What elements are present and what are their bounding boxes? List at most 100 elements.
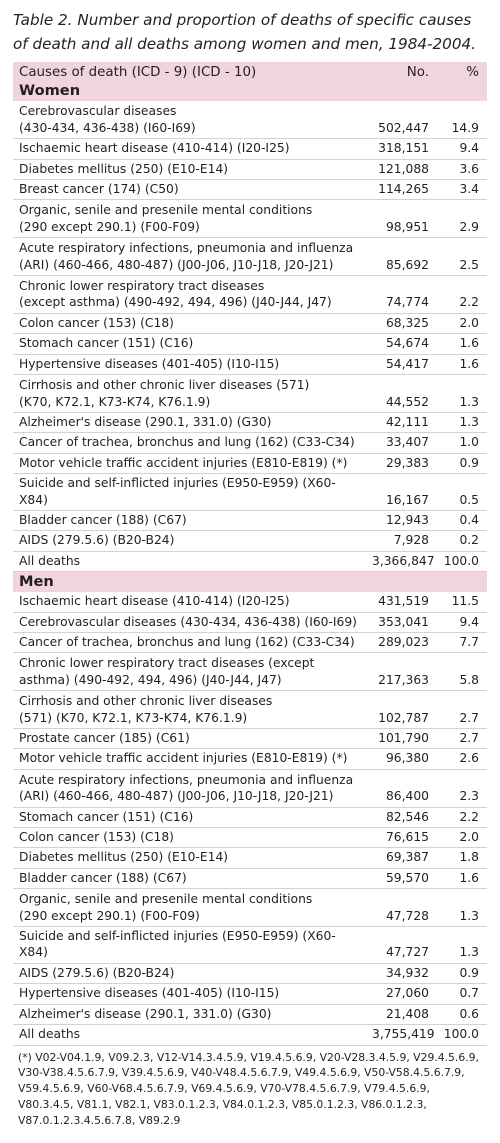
table-row: AIDS (279.5.6) (B20-B24) 34,932 0.9: [13, 963, 487, 985]
cause-line: Diabetes mellitus (250) (E10-E14): [19, 161, 229, 176]
table-row: Breast cancer (174) (C50) 114,265 3.4: [13, 179, 487, 201]
cause-cell: Bladder cancer (188) (C67): [13, 868, 366, 890]
cause-cell: Motor vehicle traffic accident injuries …: [13, 453, 366, 475]
table-row: Motor vehicle traffic accident injuries …: [13, 453, 487, 475]
number-cell: 59,570: [366, 868, 434, 890]
number-cell: 86,400: [366, 769, 434, 808]
cause-line: Chronic lower respiratory tract diseases: [19, 279, 265, 294]
cause-line: Ischaemic heart disease (410-414) (I20-I…: [19, 141, 290, 156]
table-row: Diabetes mellitus (250) (E10-E14) 69,387 1…: [13, 847, 487, 869]
total-number-cell: 3,366,847: [366, 551, 435, 573]
cause-line: Cerebrovascular diseases: [19, 104, 177, 119]
percent-cell: 2.2: [434, 275, 487, 314]
cause-cell: Chronic lower respiratory tract diseases…: [13, 275, 366, 314]
table-row: Cirrhosis and other chronic liver diseas…: [13, 374, 487, 413]
percent-cell: 11.5: [434, 592, 487, 613]
cause-line: AIDS (279.5.6) (B20-B24): [19, 965, 175, 980]
cause-line: (290 except 290.1) (F00-F09): [19, 219, 200, 234]
number-cell: 54,417: [366, 354, 434, 376]
number-cell: 47,728: [366, 888, 434, 928]
section-label-men: Men: [13, 571, 487, 593]
percent-cell: 3.6: [434, 159, 487, 181]
table-row: Acute respiratory infections, pneumonia …: [13, 769, 487, 808]
cause-line: Hypertensive diseases (401-405) (I10-I15…: [19, 986, 280, 1001]
section-header-men: Men: [13, 571, 487, 593]
number-cell: 318,151: [366, 138, 434, 160]
number-cell: 33,407: [366, 432, 434, 454]
percent-cell: 3.4: [434, 179, 487, 201]
cause-cell: Hypertensive diseases (401-405) (I10-I15…: [13, 983, 366, 1005]
table-row: Hypertensive diseases (401-405) (I10-I15…: [13, 983, 487, 1005]
percent-cell: 2.6: [434, 748, 487, 770]
percent-cell: 2.7: [434, 690, 487, 729]
percent-cell: 1.0: [434, 432, 487, 454]
table-row: Suicide and self-inflicted injuries (E95…: [13, 926, 487, 964]
percent-cell: 14.9: [434, 101, 487, 140]
men-section: Men Ischaemic heart disease (410-414) (I…: [13, 571, 487, 1046]
number-cell: 502,447: [366, 101, 434, 140]
number-cell: 42,111: [366, 412, 434, 434]
total-row: All deaths 3,366,847 100.0: [13, 551, 487, 573]
table-caption: Table 2. Number and proportion of deaths…: [13, 11, 476, 53]
table-row: Ischaemic heart disease (410-414) (I20-I…: [13, 138, 487, 160]
percent-cell: 2.9: [434, 199, 487, 239]
number-cell: 101,790: [366, 728, 434, 750]
table-row: Chronic lower respiratory tract diseases…: [13, 652, 487, 692]
section-header-women: Women: [13, 81, 487, 102]
cause-line: Motor vehicle traffic accident injuries …: [19, 455, 348, 470]
percent-cell: 0.9: [434, 453, 487, 475]
table-row: Stomach cancer (151) (C16) 82,546 2.2: [13, 807, 487, 829]
cause-line: (290 except 290.1) (F00-F09): [19, 908, 200, 923]
table-row: Motor vehicle traffic accident injuries …: [13, 748, 487, 770]
cause-cell: Acute respiratory infections, pneumonia …: [13, 237, 366, 277]
cause-cell: AIDS (279.5.6) (B20-B24): [13, 530, 366, 552]
cause-line: Cerebrovascular diseases (430-434, 436-4…: [19, 614, 357, 629]
number-cell: 21,408: [366, 1004, 434, 1026]
total-percent-cell: 100.0: [434, 1024, 487, 1046]
percent-cell: 0.2: [434, 530, 487, 552]
number-cell: 85,692: [366, 237, 434, 277]
number-cell: 98,951: [366, 199, 434, 239]
cause-cell: Diabetes mellitus (250) (E10-E14): [13, 847, 366, 869]
cause-line: asthma) (490-492, 494, 496) (J40-J44, J4…: [19, 672, 282, 687]
section-label-women: Women: [13, 81, 487, 102]
number-cell: 289,023: [366, 632, 434, 654]
percent-cell: 1.6: [434, 868, 487, 890]
footnote: (*) V02-V04.1.9, V09.2.3, V12-V14.3.4.5.…: [18, 1050, 479, 1127]
table-row: AIDS (279.5.6) (B20-B24) 7,928 0.2: [13, 530, 487, 552]
table-header-row: Causes of death (ICD - 9) (ICD - 10) No.…: [13, 62, 487, 82]
cause-cell: Breast cancer (174) (C50): [13, 179, 366, 201]
cause-line: Prostate cancer (185) (C61): [19, 731, 190, 745]
number-cell: 217,363: [366, 652, 434, 692]
total-row: All deaths 3,755,419 100.0: [13, 1024, 487, 1046]
percent-cell: 0.5: [434, 473, 487, 511]
total-percent-cell: 100.0: [434, 551, 487, 573]
header-percent: %: [434, 62, 487, 82]
cause-line: Stomach cancer (151) (C16): [19, 809, 194, 824]
deaths-table: Causes of death (ICD - 9) (ICD - 10) No.…: [13, 62, 487, 1046]
cause-line: Bladder cancer (188) (C67): [19, 870, 187, 885]
table-row: Cerebrovascular diseases (430-434, 436-4…: [13, 612, 487, 633]
number-cell: 69,387: [366, 847, 434, 869]
percent-cell: 0.6: [434, 1004, 487, 1026]
cause-cell: Suicide and self-inflicted injuries (E95…: [13, 926, 366, 964]
number-cell: 7,928: [366, 530, 434, 552]
table-row: Alzheimer's disease (290.1, 331.0) (G30)…: [13, 1004, 487, 1026]
table-row: Stomach cancer (151) (C16) 54,674 1.6: [13, 333, 487, 355]
percent-cell: 1.3: [434, 888, 487, 928]
cause-line: Suicide and self-inflicted injuries (E95…: [19, 929, 336, 960]
percent-cell: 2.5: [434, 237, 487, 277]
table-row: Cerebrovascular diseases (430-434, 436-43…: [13, 101, 487, 140]
percent-cell: 7.7: [434, 632, 487, 654]
number-cell: 54,674: [366, 333, 434, 355]
percent-cell: 0.4: [434, 510, 487, 532]
cause-line: AIDS (279.5.6) (B20-B24): [19, 533, 175, 548]
cause-cell: Suicide and self-inflicted injuries (E95…: [13, 473, 366, 511]
cause-line: Colon cancer (153) (C18): [19, 830, 174, 845]
table-row: Colon cancer (153) (C18) 76,615 2.0: [13, 827, 487, 849]
percent-cell: 2.2: [434, 807, 487, 829]
number-cell: 34,932: [366, 963, 434, 985]
number-cell: 44,552: [366, 374, 434, 413]
cause-line: (571) (K70, K72.1, K73-K74, K76.1.9): [19, 710, 248, 725]
cause-cell: Colon cancer (153) (C18): [13, 827, 366, 849]
